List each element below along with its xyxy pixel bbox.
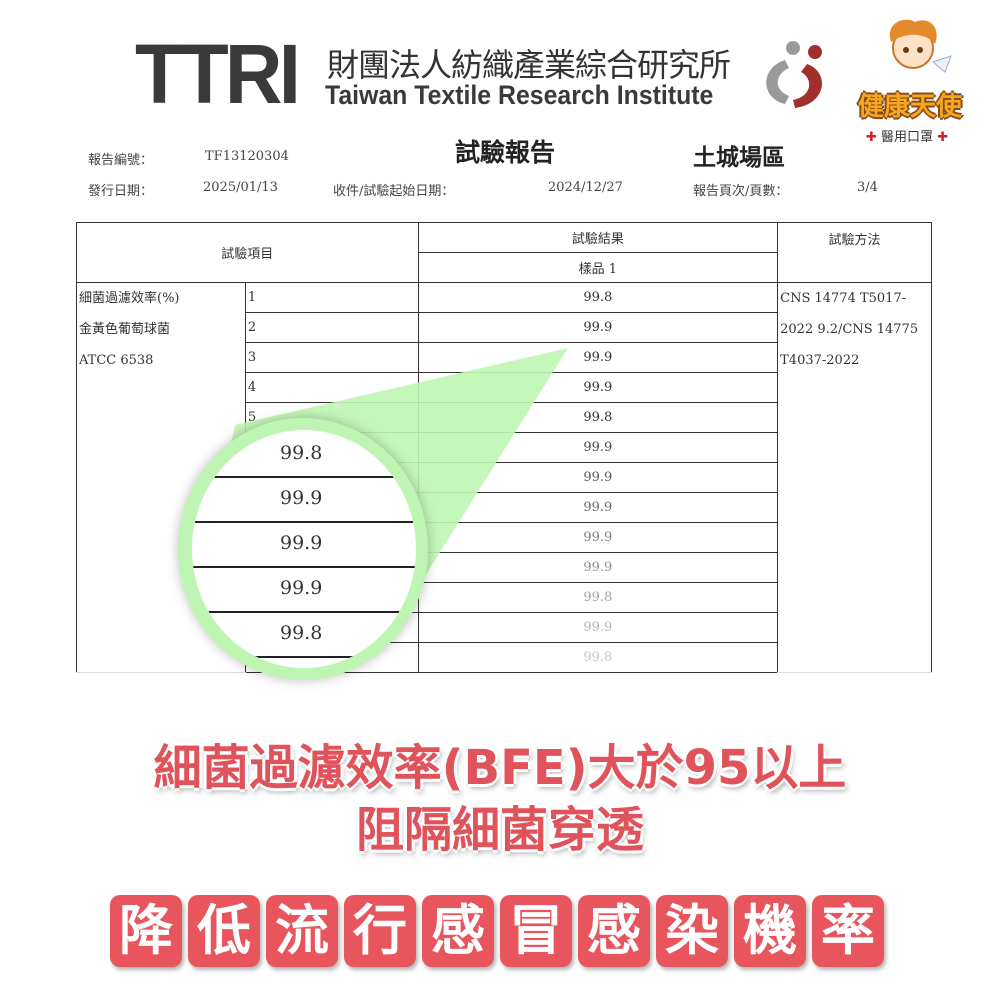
brand-name: 健康天使 xyxy=(858,92,963,122)
result-value: 99.9 xyxy=(417,492,779,523)
header-test-method: 試驗方法 xyxy=(777,222,932,283)
magnified-value-text: 99.8 xyxy=(280,622,323,644)
slogan-box: 機 xyxy=(734,895,806,967)
brand-subtitle: ✚ 醫用口罩 ✚ xyxy=(866,126,948,145)
issue-date-label: 發行日期： xyxy=(88,184,154,199)
start-date: 2024/12/27 xyxy=(548,180,623,195)
magnifier-lens: 99.8 99.9 99.9 99.9 99.8 xyxy=(192,430,416,668)
report-no: TF13120304 xyxy=(205,149,289,164)
magnified-value-text: 99.9 xyxy=(280,487,323,509)
magnified-value: 99.9 xyxy=(192,567,416,613)
header-sample: 樣品 1 xyxy=(417,252,779,283)
result-value: 99.9 xyxy=(417,312,779,343)
test-method-line: T4037-2022 xyxy=(780,353,860,368)
report-title: 試驗報告 xyxy=(455,138,556,167)
test-item-line: 細菌過濾效率(%) xyxy=(79,291,180,306)
result-value: 99.9 xyxy=(417,342,779,373)
test-method-line: 2022 9.2/CNS 14775 xyxy=(780,322,919,337)
slogan-box: 流 xyxy=(266,895,338,967)
angel-mascot-icon xyxy=(889,19,952,73)
slogan-box: 降 xyxy=(110,895,182,967)
slogan-box: 感 xyxy=(422,895,494,967)
slogan-box: 行 xyxy=(344,895,416,967)
red-cross-icon: ✚ xyxy=(866,130,877,145)
ttri-logo: TTRI xyxy=(135,27,301,121)
slogan-box: 低 xyxy=(188,895,260,967)
report-site: 土城場區 xyxy=(693,145,785,171)
slogan-box: 冒 xyxy=(500,895,572,967)
magnified-value: 99.9 xyxy=(192,522,416,568)
ttri-emblem-icon xyxy=(766,41,823,108)
start-date-label: 收件/試驗起始日期： xyxy=(333,184,455,199)
slogan-box: 感 xyxy=(578,895,650,967)
test-item-line: ATCC 6538 xyxy=(79,353,154,368)
magnified-value-text: 99.8 xyxy=(280,442,323,464)
table-row: 2 99.9 xyxy=(77,312,932,343)
slogan-box: 染 xyxy=(656,895,728,967)
magnified-value: 99.9 xyxy=(192,477,416,523)
slogan-line-2: 阻隔細菌穿透 xyxy=(355,802,644,858)
magnified-value-text: 99.9 xyxy=(280,532,323,554)
slogan-box: 率 xyxy=(812,895,884,967)
test-method-line: CNS 14774 T5017- xyxy=(780,291,907,306)
magnified-value: 99.8 xyxy=(192,612,416,658)
result-value: 99.9 xyxy=(417,552,779,583)
org-name-zh: 財團法人紡織產業綜合研究所 xyxy=(327,46,731,84)
result-value: 99.8 xyxy=(417,582,779,613)
report-no-label: 報告編號： xyxy=(88,153,154,168)
brand-sub-label: 醫用口罩 xyxy=(881,130,934,145)
result-value: 99.8 xyxy=(417,642,779,673)
test-method-desc: CNS 14774 T5017- 2022 9.2/CNS 14775 T4037-… xyxy=(777,282,932,673)
page-label: 報告頁次/頁數： xyxy=(693,184,789,199)
slogan-boxes: 降低流行感冒感染機率 xyxy=(110,895,884,967)
magnified-value: 99.8 xyxy=(192,432,416,478)
issue-date: 2025/01/13 xyxy=(203,180,278,195)
test-item-line: 金黃色葡萄球菌 xyxy=(79,322,171,337)
page-number: 3/4 xyxy=(857,180,878,195)
red-cross-icon: ✚ xyxy=(937,130,949,145)
magnified-value-text: 99.9 xyxy=(280,577,323,599)
header-test-result: 試驗結果 xyxy=(417,222,779,253)
table-row: 3 99.9 xyxy=(77,342,932,373)
org-name-en: Taiwan Textile Research Institute xyxy=(325,80,714,110)
slogan-line-1: 細菌過濾效率(BFE)大於95以上 xyxy=(153,740,847,796)
